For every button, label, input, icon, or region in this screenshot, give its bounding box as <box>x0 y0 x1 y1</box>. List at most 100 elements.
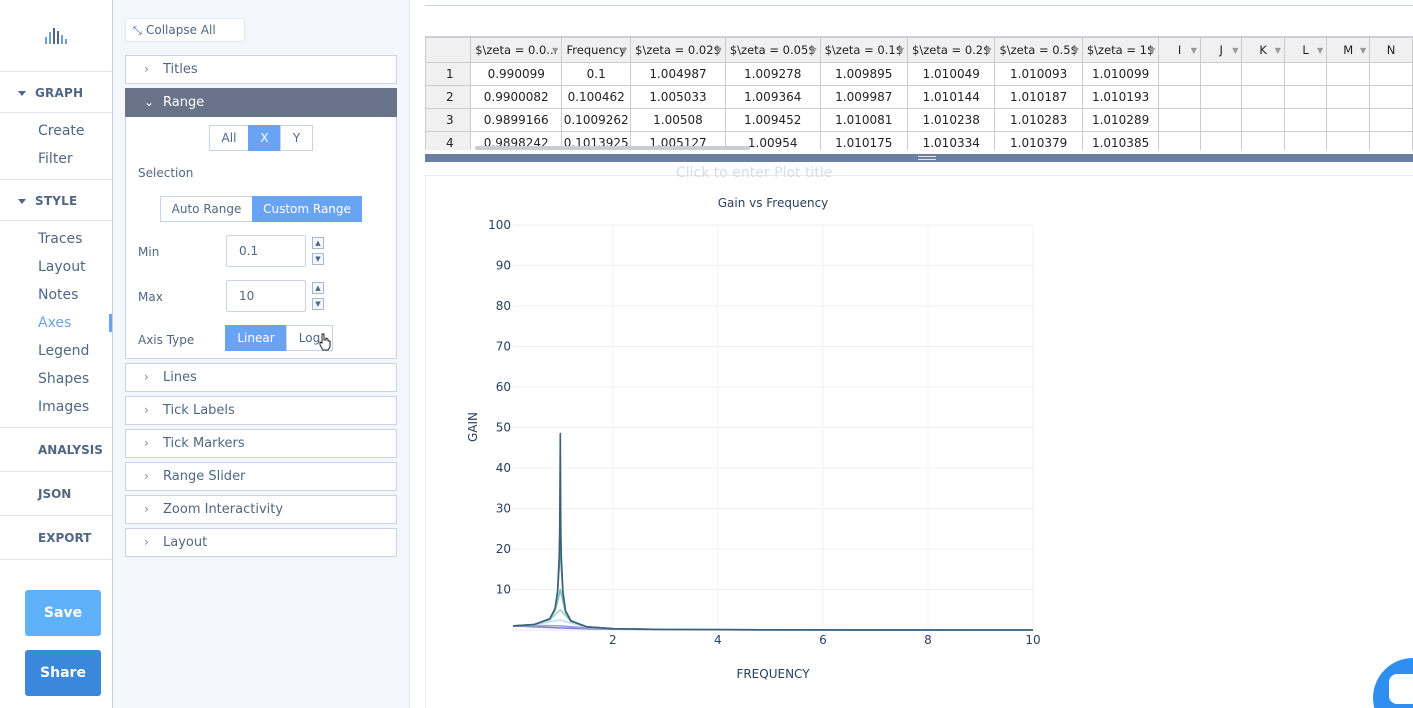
fold-zoom-interactivity[interactable]: › Zoom Interactivity <box>125 495 397 524</box>
dropdown-arrow-icon[interactable]: ▼ <box>1232 46 1239 55</box>
series-line-zeta-0-05[interactable] <box>512 588 1034 631</box>
column-header[interactable]: $\zeta = 0.5$ ▼ <box>994 37 1083 63</box>
table-cell[interactable]: 1.010379 <box>994 131 1083 150</box>
table-cell[interactable]: 1.010193 <box>1081 85 1160 109</box>
table-cell[interactable] <box>1369 131 1413 150</box>
column-header[interactable]: J ▼ <box>1199 37 1243 63</box>
dropdown-arrow-icon[interactable]: ▼ <box>552 46 559 55</box>
fold-layout[interactable]: › Layout <box>125 528 397 557</box>
row-header[interactable]: 2 <box>425 85 472 109</box>
corner-cell[interactable] <box>425 37 472 63</box>
nav-item-notes[interactable]: Notes <box>38 287 79 303</box>
chart-title[interactable]: Gain vs Frequency <box>718 196 829 210</box>
nav-item-json[interactable]: JSON <box>0 472 112 516</box>
max-decrement-button[interactable]: ▼ <box>312 298 324 310</box>
nav-item-traces[interactable]: Traces <box>38 231 83 247</box>
nav-item-legend[interactable]: Legend <box>38 343 90 359</box>
fold-tick-labels[interactable]: › Tick Labels <box>125 396 397 425</box>
table-cell[interactable]: 1.009364 <box>724 85 821 109</box>
max-increment-button[interactable]: ▲ <box>312 282 324 294</box>
table-cell[interactable] <box>1283 108 1328 132</box>
table-cell[interactable] <box>1199 62 1243 86</box>
table-cell[interactable] <box>1283 85 1328 109</box>
table-cell[interactable]: 0.1 <box>561 62 632 86</box>
table-cell[interactable] <box>1326 108 1371 132</box>
table-cell[interactable] <box>1369 108 1413 132</box>
table-cell[interactable] <box>1241 62 1285 86</box>
x-axis-title[interactable]: FREQUENCY <box>736 667 810 681</box>
table-cell[interactable]: 1.010144 <box>907 85 996 109</box>
nav-item-filter[interactable]: Filter <box>38 151 73 167</box>
column-header[interactable]: $\zeta = 0.2$ ▼ <box>907 37 996 63</box>
table-cell[interactable]: 1.010187 <box>994 85 1083 109</box>
column-header[interactable]: $\zeta = 0.02$ ▼ <box>630 37 726 63</box>
table-cell[interactable]: 0.1009262 <box>561 108 632 132</box>
table-cell[interactable] <box>1158 108 1201 132</box>
nav-item-layout[interactable]: Layout <box>38 259 86 275</box>
axis-option-x[interactable]: X <box>248 125 281 151</box>
table-cell[interactable]: 1.010334 <box>907 131 996 150</box>
app-logo[interactable] <box>0 0 112 72</box>
horizontal-scrollbar[interactable] <box>475 146 750 150</box>
dropdown-arrow-icon[interactable]: ▼ <box>715 46 722 55</box>
table-cell[interactable] <box>1369 85 1413 109</box>
table-cell[interactable]: 1.010283 <box>994 108 1083 132</box>
dropdown-arrow-icon[interactable]: ▼ <box>1317 46 1324 55</box>
fold-lines[interactable]: › Lines <box>125 363 397 392</box>
table-cell[interactable]: 1.005127 <box>630 131 726 150</box>
column-header[interactable]: K ▼ <box>1241 37 1285 63</box>
table-cell[interactable]: 1.010093 <box>994 62 1083 86</box>
dropdown-arrow-icon[interactable]: ▼ <box>1274 46 1281 55</box>
row-header[interactable]: 1 <box>425 62 472 86</box>
table-cell[interactable]: 1.009987 <box>819 85 909 109</box>
dropdown-arrow-icon[interactable]: ▼ <box>985 46 992 55</box>
table-cell[interactable] <box>1158 85 1201 109</box>
table-cell[interactable]: 1.009895 <box>819 62 909 86</box>
table-cell[interactable] <box>1241 85 1285 109</box>
dropdown-arrow-icon[interactable]: ▼ <box>1072 46 1079 55</box>
column-header[interactable]: $\zeta = 1$ ▼ <box>1081 37 1160 63</box>
table-cell[interactable]: 0.9900082 <box>470 85 563 109</box>
fold-titles[interactable]: › Titles <box>125 55 397 84</box>
share-button[interactable]: Share <box>25 650 101 696</box>
pane-splitter[interactable] <box>425 154 1413 162</box>
table-cell[interactable]: 0.1013925 <box>561 131 632 150</box>
plot-title-placeholder[interactable]: Click to enter Plot title <box>676 165 833 181</box>
dropdown-arrow-icon[interactable]: ▼ <box>810 46 817 55</box>
table-cell[interactable]: 1.010099 <box>1081 62 1160 86</box>
dropdown-arrow-icon[interactable]: ▼ <box>1190 46 1197 55</box>
table-cell[interactable] <box>1241 108 1285 132</box>
dropdown-arrow-icon[interactable]: ▼ <box>1360 46 1367 55</box>
table-cell[interactable]: 1.009452 <box>724 108 821 132</box>
column-header[interactable]: N <box>1369 37 1413 63</box>
column-header[interactable]: L ▼ <box>1283 37 1328 63</box>
table-cell[interactable]: 1.005033 <box>630 85 726 109</box>
axis-option-y[interactable]: Y <box>280 125 313 151</box>
series-line-zeta-0-02[interactable] <box>512 528 1034 631</box>
table-cell[interactable] <box>1326 131 1371 150</box>
fold-range[interactable]: ⌄ Range <box>125 88 397 117</box>
nav-group-graph[interactable]: GRAPH <box>0 74 112 112</box>
table-cell[interactable]: 1.009278 <box>724 62 821 86</box>
table-cell[interactable]: 1.00954 <box>724 131 821 150</box>
table-cell[interactable]: 1.00508 <box>630 108 726 132</box>
table-cell[interactable] <box>1241 131 1285 150</box>
table-cell[interactable] <box>1369 62 1413 86</box>
dropdown-arrow-icon[interactable]: ▼ <box>1149 46 1156 55</box>
row-header[interactable]: 3 <box>425 108 472 132</box>
linear-button[interactable]: Linear <box>225 325 287 351</box>
axis-option-all[interactable]: All <box>209 125 249 151</box>
gain-frequency-chart[interactable]: 2 4 6 8 10 10 20 30 40 50 60 70 80 90 100 Gain vs Fre… <box>425 175 1413 708</box>
table-cell[interactable]: 1.010175 <box>819 131 909 150</box>
table-cell[interactable]: 1.004987 <box>630 62 726 86</box>
collapse-all-button[interactable]: ⤡ Collapse All <box>125 18 245 42</box>
table-cell[interactable]: 1.010049 <box>907 62 996 86</box>
table-cell[interactable] <box>1158 131 1201 150</box>
table-cell[interactable] <box>1283 131 1328 150</box>
table-cell[interactable]: 1.010238 <box>907 108 996 132</box>
series-line-zeta-0-01[interactable] <box>512 432 1034 631</box>
log-button[interactable]: Log <box>286 325 333 351</box>
fold-range-slider[interactable]: › Range Slider <box>125 462 397 491</box>
table-cell[interactable]: 1.010289 <box>1081 108 1160 132</box>
nav-item-export[interactable]: EXPORT <box>0 516 112 560</box>
